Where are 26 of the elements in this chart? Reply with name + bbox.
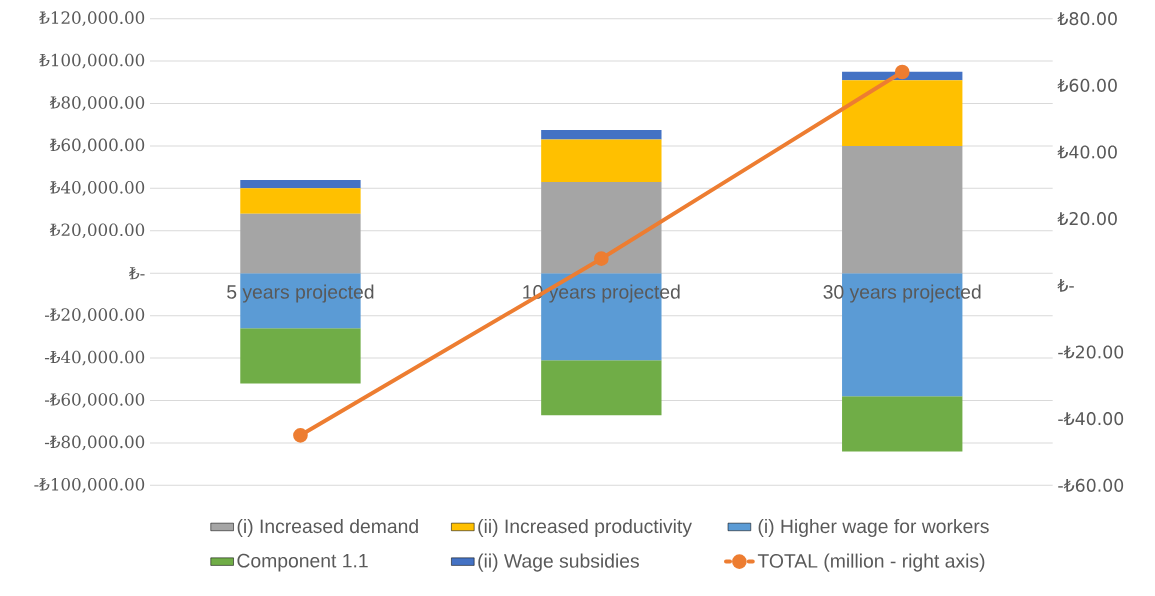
- y2-tick-label: ₺60.00: [1057, 78, 1117, 92]
- y-tick-label: ₺100,000.00: [39, 53, 145, 69]
- legend-label: TOTAL (million - right axis): [757, 553, 985, 572]
- y-tick-label: -₺100,000.00: [34, 478, 145, 493]
- y2-tick-label: ₺40.00: [1057, 145, 1117, 159]
- y2-tick-label: ₺20.00: [1057, 212, 1117, 226]
- legend-label: Component 1.1: [237, 553, 368, 572]
- y2-tick-label: -₺20.00: [1058, 345, 1124, 359]
- y-tick-label: ₺80,000.00: [49, 96, 145, 111]
- legend-label: (ii) Wage subsidies: [478, 553, 639, 572]
- y2-tick-label: -₺60.00: [1058, 478, 1124, 492]
- legend-label: (ii) Increased productivity: [478, 518, 692, 537]
- y-tick-label: -₺80,000.00: [44, 435, 145, 451]
- legend-label: (i) Increased demand: [237, 518, 418, 537]
- y-tick-label: ₺20,000.00: [49, 223, 145, 239]
- y2-tick-label: ₺-: [1057, 279, 1074, 292]
- y-tick-label: ₺60,000.00: [49, 138, 145, 154]
- y-tick-label: ₺120,000.00: [39, 11, 145, 26]
- y-tick-label: ₺-: [129, 267, 145, 280]
- y-tick-label: -₺60,000.00: [44, 393, 145, 408]
- y-tick-label: -₺40,000.00: [44, 350, 145, 366]
- y2-tick-label: ₺80.00: [1057, 12, 1117, 26]
- y-tick-label: -₺20,000.00: [44, 308, 145, 323]
- legend-label: (i) Higher wage for workers: [758, 518, 989, 537]
- y2-tick-label: -₺40.00: [1058, 412, 1124, 426]
- y-tick-label: ₺40,000.00: [49, 181, 145, 196]
